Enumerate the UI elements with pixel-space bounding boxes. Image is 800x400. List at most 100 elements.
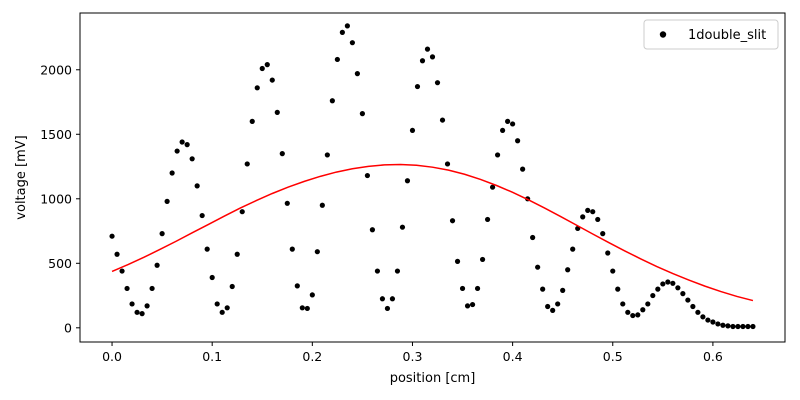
data-point	[384, 305, 391, 312]
data-point	[545, 303, 551, 310]
data-point	[570, 246, 576, 252]
data-point	[139, 311, 145, 317]
data-point	[484, 216, 491, 223]
data-point	[494, 152, 501, 158]
data-point	[725, 323, 731, 329]
data-point	[249, 118, 255, 124]
data-point	[700, 314, 706, 320]
data-point	[359, 111, 365, 117]
data-point	[374, 268, 381, 274]
data-point	[695, 309, 701, 315]
data-point	[289, 246, 295, 252]
data-point	[580, 214, 586, 220]
data-point	[324, 152, 330, 158]
data-point	[204, 246, 210, 252]
data-point	[129, 301, 135, 307]
data-point	[715, 321, 721, 327]
data-point	[449, 218, 456, 224]
data-point	[625, 309, 631, 315]
data-point	[154, 262, 160, 268]
data-point	[189, 156, 195, 162]
data-point	[269, 77, 275, 83]
data-point	[585, 207, 591, 213]
data-point	[635, 312, 641, 318]
data-point	[194, 183, 200, 189]
data-point	[520, 166, 526, 172]
x-tick-label: 0.5	[603, 349, 623, 364]
data-point	[600, 231, 606, 237]
data-point	[244, 161, 250, 167]
y-tick-label: 0	[64, 320, 72, 335]
data-point	[229, 283, 235, 290]
x-axis-label: position [cm]	[390, 371, 476, 386]
data-point	[284, 200, 290, 206]
data-point	[640, 307, 646, 313]
data-point	[550, 307, 556, 313]
data-point	[595, 216, 601, 223]
data-point	[479, 256, 486, 263]
data-point	[149, 285, 155, 292]
data-point	[690, 303, 696, 310]
data-point	[219, 309, 225, 315]
x-tick-label: 0.4	[503, 349, 523, 364]
y-tick-label: 1500	[40, 127, 72, 142]
data-point	[274, 109, 280, 115]
data-point	[334, 56, 340, 63]
data-point	[404, 178, 411, 184]
x-axis-ticks: 0.0 0.1 0.2 0.3 0.4 0.5 0.6	[102, 342, 723, 364]
data-point	[610, 268, 616, 274]
data-point	[680, 291, 686, 297]
x-tick-label: 0.1	[202, 349, 222, 364]
data-point	[740, 323, 746, 330]
legend: 1double_slit	[643, 19, 779, 50]
data-point	[590, 209, 596, 215]
data-point	[615, 286, 621, 292]
data-point	[434, 80, 441, 86]
data-point	[409, 127, 416, 134]
data-point	[459, 285, 466, 292]
data-point	[645, 301, 651, 307]
data-point	[114, 251, 120, 257]
data-point	[309, 292, 315, 298]
data-point	[339, 29, 345, 35]
data-point	[655, 286, 661, 292]
data-point	[540, 286, 546, 292]
data-point	[144, 303, 150, 309]
legend-box	[643, 19, 779, 50]
data-point	[424, 46, 431, 52]
data-point	[670, 280, 676, 286]
data-point	[159, 231, 165, 237]
data-point	[299, 305, 305, 311]
x-tick-label: 0.0	[102, 349, 122, 364]
y-tick-label: 1000	[40, 191, 72, 206]
data-point	[474, 285, 481, 292]
x-tick-label: 0.2	[302, 349, 322, 364]
data-point	[555, 301, 561, 307]
data-point	[319, 202, 325, 208]
data-point	[565, 267, 571, 273]
data-point	[169, 170, 175, 176]
x-tick-label: 0.6	[703, 349, 723, 364]
data-point	[510, 121, 516, 127]
data-point	[535, 264, 541, 270]
data-point	[414, 83, 421, 90]
data-point	[209, 274, 215, 281]
data-point	[304, 305, 310, 312]
data-point	[389, 296, 396, 302]
y-axis-label: voltage [mV]	[14, 135, 29, 219]
data-point	[469, 301, 476, 308]
data-point	[234, 251, 240, 257]
y-axis-ticks: 0 500 1000 1500 2000	[40, 62, 80, 335]
legend-label: 1double_slit	[688, 28, 766, 43]
data-point	[259, 65, 265, 72]
data-point	[429, 54, 436, 60]
data-point	[199, 212, 205, 219]
data-point	[314, 249, 320, 255]
data-point	[500, 127, 506, 134]
data-point	[620, 301, 626, 307]
data-point	[134, 309, 140, 315]
data-point	[124, 285, 130, 292]
data-point	[369, 227, 376, 233]
